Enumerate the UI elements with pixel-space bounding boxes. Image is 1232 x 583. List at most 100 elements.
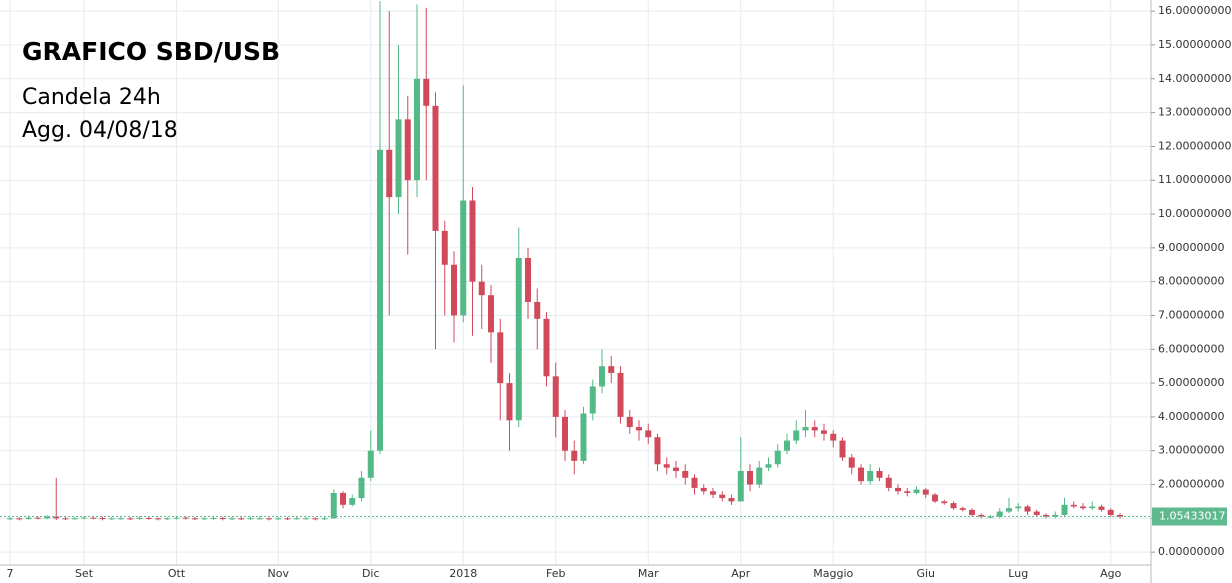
annotation: Candela 24h [22, 85, 161, 110]
candle-body [747, 471, 753, 485]
candle-body [284, 518, 291, 520]
candle-body [1006, 508, 1012, 512]
y-tick-label: 5.00000000 [1158, 376, 1224, 389]
candle-body [950, 503, 957, 509]
candle-body [469, 200, 476, 282]
candle-body [182, 517, 189, 519]
candle-body [81, 517, 87, 519]
candle-body [192, 518, 198, 520]
candle-body [969, 509, 975, 515]
candle-body [959, 508, 966, 510]
candle-body [386, 149, 393, 198]
candle-body [617, 372, 624, 417]
candle-body [303, 518, 309, 520]
candle-body [7, 518, 13, 520]
candle-body [719, 494, 726, 499]
candle-body [34, 517, 41, 519]
candle-body [1024, 506, 1031, 512]
candle-body [802, 427, 809, 431]
candle-body [127, 518, 134, 520]
candle-body [16, 518, 23, 520]
candle-body [201, 518, 208, 520]
candle-body [108, 518, 115, 520]
last-price-label: 1.05433017 [1159, 510, 1225, 523]
candle-body [645, 430, 652, 438]
candle-body [543, 318, 550, 377]
x-tick-label: Mar [638, 567, 659, 580]
candle-body [1080, 506, 1086, 509]
candle-body [497, 332, 504, 384]
y-tick-label: 4.00000000 [1158, 410, 1224, 423]
y-tick-label: 2.00000000 [1158, 478, 1224, 491]
candle-body [525, 257, 531, 302]
candle-body [219, 518, 226, 520]
candle-body [608, 366, 615, 373]
candle-body [682, 471, 689, 478]
candle-body [848, 457, 855, 468]
candle-body [460, 200, 467, 316]
candle-body [441, 230, 448, 265]
grid [0, 0, 1151, 565]
candle-body [247, 518, 254, 520]
candle-body [978, 514, 985, 517]
candle-body [784, 440, 790, 451]
candle-body [885, 477, 892, 488]
y-tick-label: 13.00000000 [1158, 106, 1231, 119]
candle-body [830, 433, 837, 441]
candle-body [432, 105, 439, 231]
candle-body [839, 440, 846, 458]
candle-body [44, 516, 50, 519]
candle-body [404, 119, 411, 181]
y-tick-label: 8.00000000 [1158, 275, 1224, 288]
candle-body [811, 427, 818, 431]
y-tick-label: 16.00000000 [1158, 4, 1231, 17]
candle-body [62, 518, 69, 520]
candle-body [321, 518, 328, 520]
candle-body [1052, 514, 1059, 517]
candle-body [1089, 506, 1096, 509]
last-price-box [1152, 507, 1227, 526]
candle-body [155, 518, 161, 520]
candle-body [700, 487, 707, 492]
candle-body [904, 491, 911, 493]
candle-body [395, 119, 402, 198]
x-tick-label: Giu [916, 567, 935, 580]
candle-body [349, 498, 356, 505]
y-tick-label: 9.00000000 [1158, 241, 1224, 254]
candle-body [737, 471, 744, 502]
candle-body [728, 498, 735, 502]
x-tick-label: 7 [7, 567, 14, 580]
candle-body [71, 518, 78, 520]
y-tick-label: 7.00000000 [1158, 308, 1224, 321]
candle-body [377, 149, 383, 451]
candle-body [238, 518, 245, 520]
candle-body [210, 518, 217, 520]
x-tick-label: Dic [362, 567, 380, 580]
candle-body [164, 518, 171, 520]
x-tick-label: Ott [168, 567, 186, 580]
candle-body [673, 467, 679, 472]
candle-body [589, 386, 596, 414]
candle-body [599, 366, 605, 387]
candle-body [488, 295, 494, 333]
candle-body [562, 416, 568, 451]
candle-body [99, 518, 106, 520]
x-tick-label: Lug [1008, 567, 1028, 580]
candle-body [136, 518, 143, 520]
candle-body [229, 518, 235, 520]
candle-body [266, 518, 272, 520]
candle-body [367, 450, 374, 478]
candle-body [275, 518, 282, 520]
candle-body [1061, 504, 1068, 515]
candle-body [145, 518, 152, 520]
x-tick-label: Set [75, 567, 94, 580]
candle-body [414, 78, 420, 181]
candle-body [358, 477, 365, 499]
axes: 0.000000001.000000002.000000003.00000000… [7, 4, 1232, 580]
candle-body [293, 518, 300, 520]
candle-body [534, 301, 541, 319]
candle-body [1117, 514, 1123, 517]
candle-body [987, 516, 994, 518]
y-tick-label: 0.00000000 [1158, 545, 1224, 558]
